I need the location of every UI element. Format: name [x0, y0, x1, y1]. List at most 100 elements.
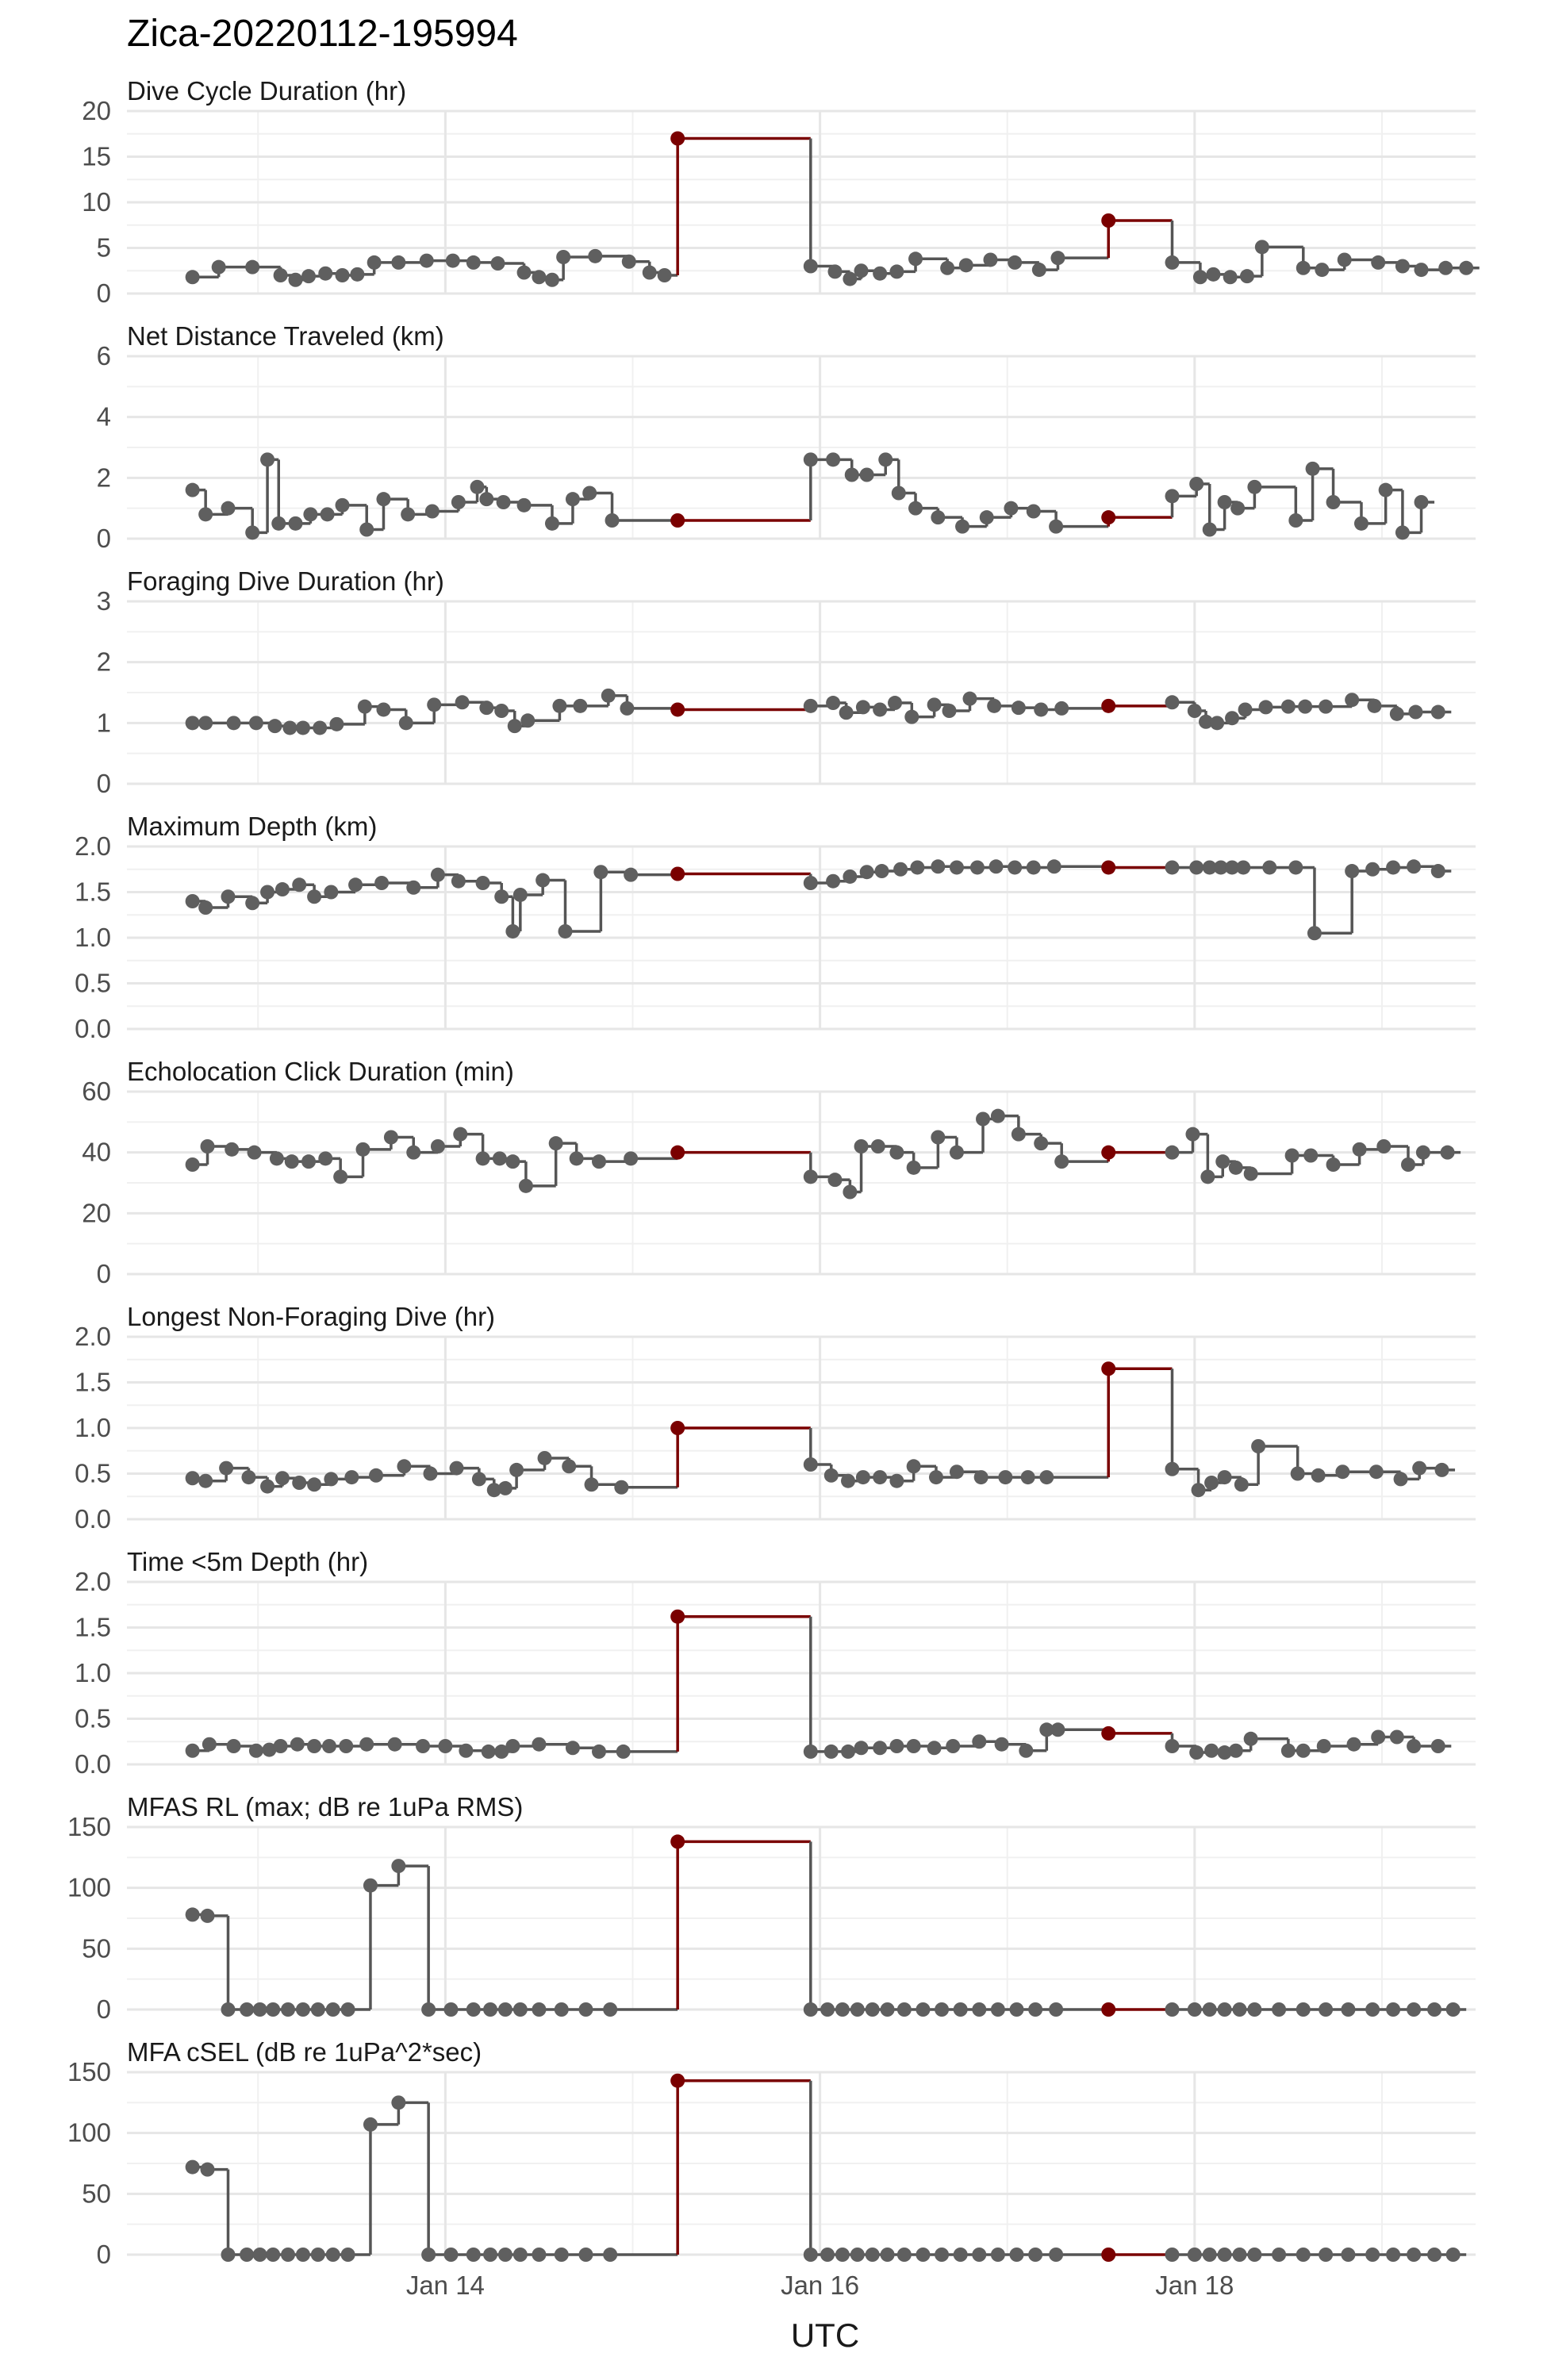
data-point [1217, 495, 1232, 509]
data-point [878, 452, 893, 467]
data-point [874, 864, 889, 879]
panel-title: Net Distance Traveled (km) [127, 321, 444, 351]
data-point [1026, 504, 1041, 519]
y-tick-label: 1.5 [75, 877, 111, 907]
data-point [532, 2002, 547, 2017]
data-point [1352, 1142, 1367, 1157]
data-point [1054, 701, 1069, 716]
data-point [486, 1483, 501, 1498]
data-point [1236, 860, 1251, 875]
data-point [1101, 1361, 1116, 1376]
data-point [376, 492, 391, 507]
data-point [624, 867, 639, 882]
data-point [888, 696, 903, 711]
data-point [340, 2002, 355, 2017]
data-point [873, 702, 888, 717]
data-point [1191, 1483, 1206, 1498]
data-point [1225, 860, 1240, 875]
data-point [1407, 859, 1422, 874]
data-point [843, 271, 858, 286]
data-point [479, 701, 494, 716]
data-point [274, 882, 290, 897]
data-point [1296, 2002, 1311, 2017]
data-point [953, 2002, 968, 2017]
data-point [483, 2002, 498, 2017]
data-point [850, 2248, 865, 2262]
data-point [1165, 2002, 1180, 2017]
data-point [470, 479, 485, 494]
panel-4: Maximum Depth (km) 0.0 0.5 1.0 1.5 2.0 [75, 812, 1476, 1043]
data-point [670, 2073, 685, 2088]
data-point [873, 266, 888, 281]
data-point [1039, 1470, 1054, 1485]
data-point [1202, 522, 1217, 537]
y-tick-label: 50 [82, 1933, 111, 1963]
panel-1: Dive Cycle Duration (hr) 0 5 10 15 20 [82, 76, 1480, 308]
data-point [1028, 2248, 1043, 2262]
data-point [1445, 2002, 1461, 2017]
data-point [200, 2162, 215, 2177]
data-point [359, 522, 374, 537]
panel-8: MFAS RL (max; dB re 1uPa RMS) 0 50 100 150 [67, 1792, 1476, 2024]
data-point [1326, 1157, 1341, 1172]
data-point [929, 1470, 943, 1485]
data-point [1101, 2248, 1116, 2262]
data-point [1368, 1464, 1384, 1480]
data-point [1046, 859, 1061, 874]
data-point [245, 896, 260, 911]
data-point [931, 1130, 946, 1145]
data-point [401, 507, 416, 522]
data-point [292, 1476, 307, 1490]
data-point [582, 486, 597, 501]
data-point [335, 497, 350, 512]
data-point [946, 1739, 961, 1753]
data-point [988, 859, 1004, 874]
data-point [443, 2248, 459, 2262]
data-point [357, 699, 372, 714]
data-point [803, 1744, 818, 1759]
data-point [1290, 1466, 1305, 1481]
data-point [584, 1477, 599, 1492]
data-point [859, 467, 874, 482]
data-point [990, 2002, 1005, 2017]
data-point [466, 2248, 481, 2262]
data-point [889, 264, 904, 279]
data-point [221, 2248, 236, 2262]
data-point [397, 1459, 412, 1474]
data-point [325, 2002, 340, 2017]
data-point [245, 259, 260, 274]
data-point [569, 1151, 584, 1166]
data-point [1011, 701, 1026, 716]
panel-6: Longest Non-Foraging Dive (hr) 0.0 0.5 1.0 1… [75, 1302, 1476, 1534]
data-point [1228, 1743, 1243, 1758]
data-point [200, 1908, 215, 1923]
data-point [490, 256, 505, 271]
data-point [453, 1127, 468, 1142]
panel-title: Maximum Depth (km) [127, 812, 377, 841]
y-tick-label: 2.0 [75, 831, 111, 861]
data-point [843, 1184, 858, 1200]
data-point [406, 1145, 421, 1160]
data-point [1367, 698, 1382, 713]
data-point [313, 720, 328, 735]
data-point [260, 1479, 275, 1494]
data-point [1189, 477, 1204, 491]
data-point [1238, 702, 1253, 717]
data-point [1319, 2248, 1334, 2262]
data-point [891, 486, 906, 501]
data-point [850, 2002, 865, 2017]
data-point [322, 1739, 336, 1753]
data-point [1251, 1439, 1266, 1453]
data-point [1165, 1461, 1180, 1476]
data-point [1200, 1169, 1215, 1184]
data-point [324, 1472, 339, 1487]
data-point [335, 268, 350, 282]
data-point [1223, 270, 1238, 285]
data-point [670, 702, 685, 717]
data-point [273, 1739, 288, 1753]
data-point [940, 260, 955, 275]
data-point [1288, 513, 1303, 528]
data-point [443, 2002, 459, 2017]
data-point [827, 1173, 843, 1188]
